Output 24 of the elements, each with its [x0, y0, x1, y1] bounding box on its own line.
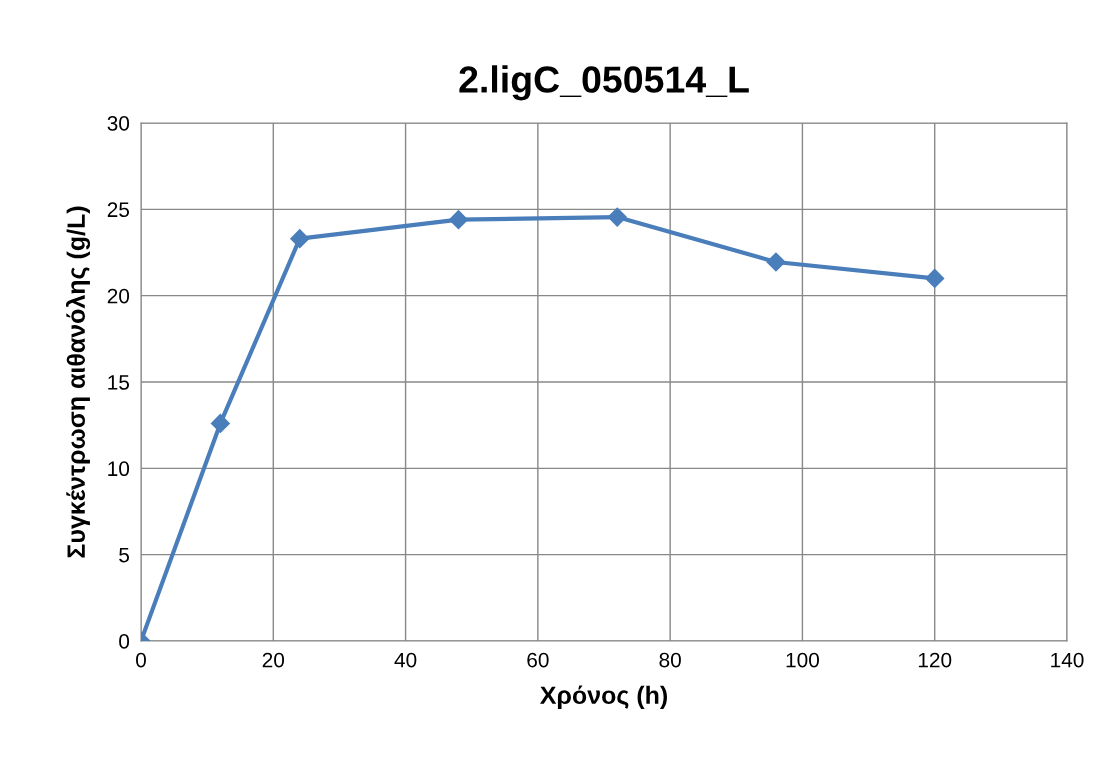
y-tick-label: 5 — [119, 547, 130, 563]
x-tick-label: 120 — [918, 652, 952, 668]
x-tick-label: 60 — [527, 652, 549, 668]
point — [766, 252, 786, 272]
y-tick-label: 15 — [108, 375, 130, 390]
point — [210, 413, 230, 433]
point — [607, 207, 627, 227]
chart-title: 2.ligC_050514_L — [459, 65, 749, 101]
y-tick-label: 25 — [107, 202, 130, 218]
y-axis-title: Συγκέντρωση αιθανόλης (g/L) — [65, 206, 91, 558]
x-axis-title: Χρόνος (h) — [540, 685, 667, 710]
x-tick-label: 140 — [1051, 652, 1084, 668]
x-tick-label: 20 — [262, 652, 285, 668]
point — [448, 210, 469, 230]
x-tick-label: 0 — [136, 652, 146, 668]
x-tick-label: 80 — [659, 652, 681, 668]
point — [925, 268, 945, 288]
y-tick-label: 0 — [119, 634, 130, 649]
x-tick-label: 100 — [786, 652, 819, 668]
y-tick-label: 10 — [108, 461, 130, 477]
x-tick-label: 40 — [394, 652, 417, 668]
point — [290, 229, 310, 249]
y-tick-label: 30 — [107, 116, 130, 131]
y-tick-label: 20 — [107, 288, 130, 304]
